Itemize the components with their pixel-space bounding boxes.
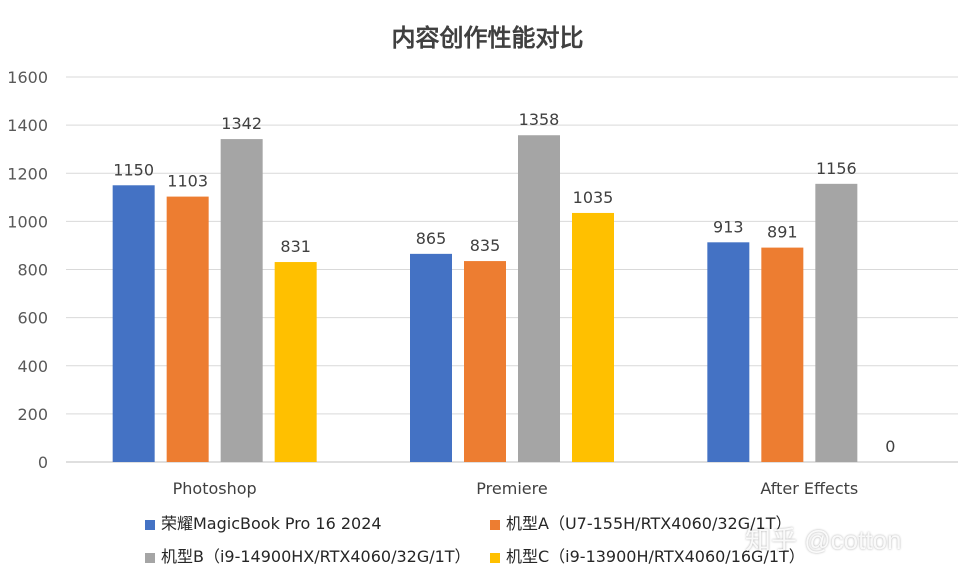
legend-label-series-3: 机型B（i9-14900HX/RTX4060/32G/1T）: [161, 547, 471, 566]
legend-label-series-4: 机型C（i9-13900H/RTX4060/16G/1T）: [506, 547, 805, 566]
y-tick-label: 800: [17, 261, 48, 280]
data-label: 865: [416, 229, 447, 248]
data-label: 0: [885, 437, 895, 456]
data-label: 1342: [221, 114, 262, 133]
y-tick-label: 400: [17, 357, 48, 376]
legend-swatch-series-3: [145, 552, 155, 563]
legend-label-series-1: 荣耀MagicBook Pro 16 2024: [161, 514, 382, 533]
bar: [274, 262, 317, 462]
data-label: 1156: [816, 159, 857, 178]
bar: [220, 139, 263, 463]
bar: [761, 247, 804, 462]
y-tick-label: 1000: [7, 212, 48, 231]
data-label: 1358: [519, 110, 560, 129]
bar: [815, 183, 858, 462]
data-label: 831: [280, 237, 311, 256]
y-tick-label: 0: [38, 453, 48, 472]
data-label: 1103: [167, 172, 208, 191]
y-tick-label: 1600: [7, 68, 48, 87]
legend-item-series-2: 机型A（U7-155H/RTX4060/32G/1T）: [490, 510, 791, 534]
y-tick-label: 200: [17, 405, 48, 424]
watermark: 知乎 @cotton: [745, 525, 902, 555]
legend-swatch-series-1: [145, 519, 155, 530]
legend-swatch-series-2: [490, 519, 500, 530]
chart-title: 内容创作性能对比: [391, 24, 584, 52]
x-tick-label: Photoshop: [173, 479, 257, 498]
y-tick-label: 600: [17, 309, 48, 328]
data-label: 891: [767, 223, 798, 242]
legend-swatch-series-4: [490, 552, 500, 563]
legend-item-series-1: 荣耀MagicBook Pro 16 2024: [145, 510, 382, 534]
y-tick-label: 1400: [7, 116, 48, 135]
bar: [112, 185, 155, 462]
data-label: 835: [470, 236, 501, 255]
bar: [464, 261, 506, 462]
x-tick-label: After Effects: [760, 479, 858, 498]
bar: [518, 135, 560, 462]
bar: [572, 212, 614, 462]
bar: [707, 242, 750, 462]
bar: [166, 196, 209, 462]
bar: [410, 253, 452, 462]
y-tick-label: 1200: [7, 164, 48, 183]
x-tick-label: Premiere: [476, 479, 547, 498]
data-label: 1035: [573, 188, 614, 207]
legend-item-series-3: 机型B（i9-14900HX/RTX4060/32G/1T）: [145, 543, 471, 567]
data-label: 913: [713, 217, 744, 236]
legend-item-series-4: 机型C（i9-13900H/RTX4060/16G/1T）: [490, 543, 805, 567]
data-label: 1150: [113, 160, 154, 179]
legend-label-series-2: 机型A（U7-155H/RTX4060/32G/1T）: [506, 514, 792, 533]
